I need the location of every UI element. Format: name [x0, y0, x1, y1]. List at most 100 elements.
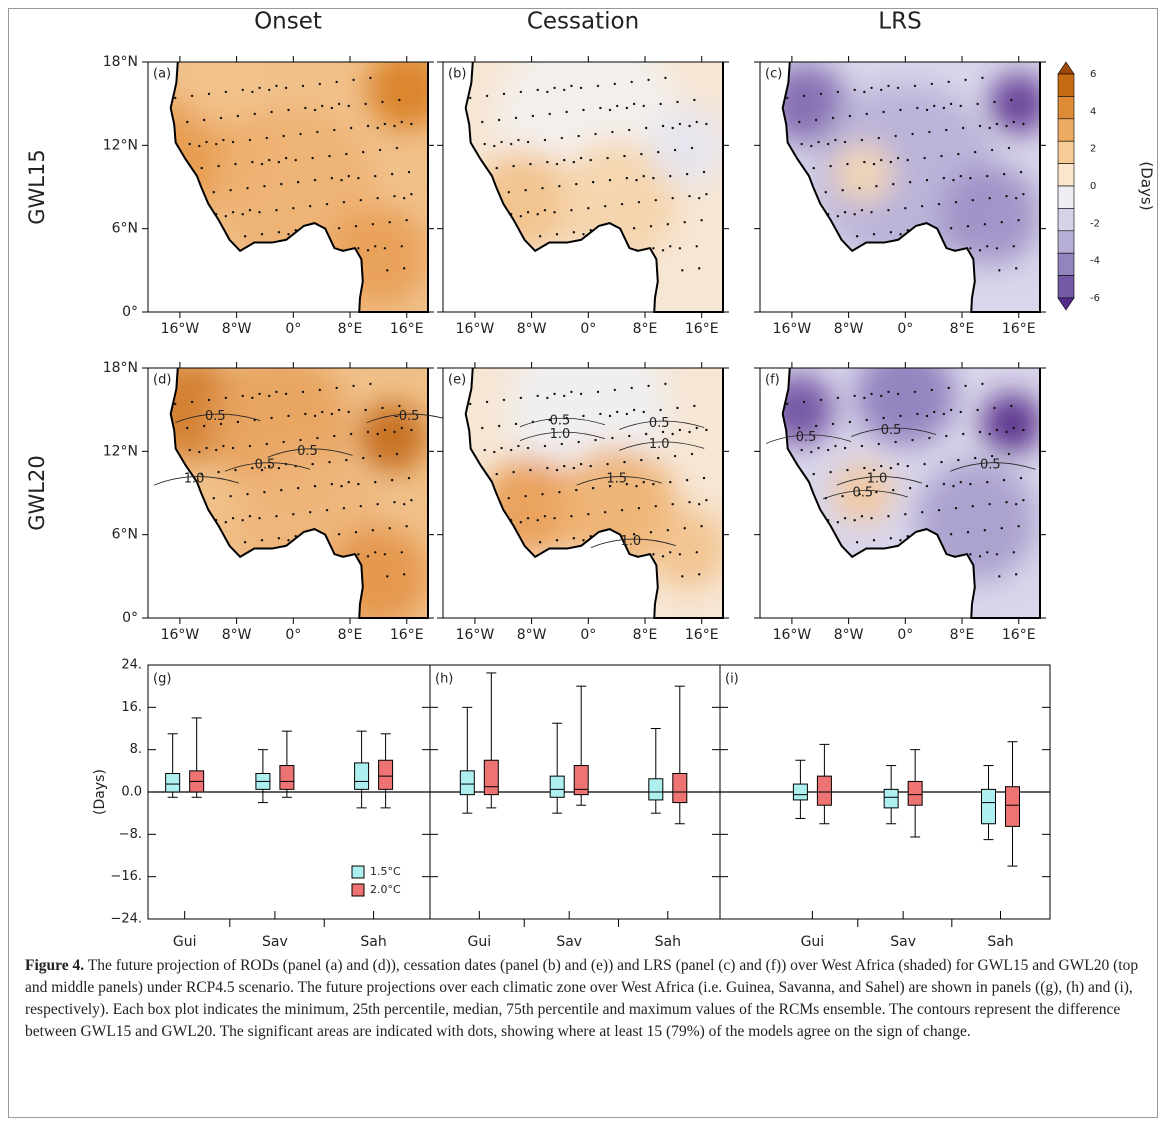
significance-dot: [357, 247, 360, 250]
significance-dot: [659, 102, 662, 106]
significance-dot: [560, 136, 564, 140]
y-axis-label: (Days): [92, 769, 108, 815]
significance-dot: [1012, 551, 1015, 554]
significance-dot: [374, 551, 377, 554]
significance-dot: [649, 225, 653, 228]
significance-dot: [212, 496, 215, 500]
significance-dot: [990, 148, 994, 152]
significance-dot: [678, 553, 682, 556]
significance-dot: [843, 211, 847, 214]
contour-line: [619, 441, 705, 451]
lon-tick-label: 8°E: [633, 627, 658, 643]
significance-dot: [802, 94, 806, 98]
lat-tick-label: 12°N: [103, 137, 138, 153]
lon-tick-label: 8°E: [633, 321, 658, 337]
legend-label: 2.0°C: [370, 883, 401, 896]
significance-dot: [695, 551, 698, 554]
significance-dot: [819, 92, 823, 96]
lat-tick-label: 18°N: [103, 54, 138, 70]
colorbar-cell: [1057, 275, 1075, 299]
significance-dot: [676, 100, 679, 104]
shading-blob: [916, 460, 1037, 581]
significance-dot: [620, 202, 624, 206]
significance-dot: [671, 432, 674, 436]
significance-dot: [889, 231, 893, 234]
significance-dot: [258, 517, 261, 520]
significance-dot: [945, 434, 948, 438]
significance-dot: [555, 162, 559, 166]
significance-dot: [836, 215, 840, 218]
significance-dot: [814, 118, 818, 122]
significance-dot: [599, 412, 602, 416]
y-tick-label: 24.: [121, 658, 142, 673]
significance-dot: [949, 227, 953, 230]
significance-dot: [829, 470, 832, 474]
significance-dot: [543, 444, 547, 448]
significance-dot: [824, 190, 827, 194]
significance-dot: [311, 156, 314, 160]
significance-dot: [843, 140, 847, 144]
significance-dot: [248, 138, 252, 142]
significance-dot: [887, 514, 890, 518]
significance-dot: [846, 162, 849, 166]
significance-dot: [599, 106, 602, 110]
significance-dot: [954, 200, 958, 204]
significance-dot: [630, 386, 633, 390]
significance-dot: [316, 436, 319, 440]
significance-dot: [611, 130, 614, 134]
significance-dot: [526, 446, 530, 450]
significance-dot: [512, 164, 515, 168]
significance-dot: [908, 180, 912, 184]
significance-dot: [693, 98, 696, 102]
significance-dot: [611, 436, 614, 440]
panel-label: (h): [435, 672, 453, 687]
significance-dot: [894, 440, 897, 444]
contour-line: [850, 427, 937, 437]
significance-dot: [810, 450, 813, 454]
significance-dot: [524, 188, 527, 192]
significance-dot: [908, 486, 912, 490]
significance-dot: [275, 514, 278, 518]
significance-dot: [913, 390, 917, 394]
significance-dot: [538, 541, 542, 544]
significance-dot: [483, 142, 486, 146]
contour-label: 1.0: [550, 427, 571, 442]
contour-line: [175, 413, 261, 423]
significance-dot: [299, 438, 302, 442]
significance-dot: [906, 464, 909, 468]
shading-blobs: [782, 368, 1040, 581]
significance-dot: [519, 90, 523, 94]
significance-dot: [1005, 500, 1008, 504]
contour-line: [619, 420, 705, 430]
significance-dot: [930, 82, 934, 86]
significance-dot: [526, 211, 530, 214]
significance-dot: [628, 434, 631, 438]
significance-dot: [613, 82, 617, 86]
significance-dot: [1010, 98, 1013, 102]
colorbar-cell: [1057, 118, 1075, 142]
significance-dot: [224, 396, 228, 400]
significance-dot: [608, 414, 612, 418]
significance-dot: [957, 152, 960, 156]
significance-dot: [657, 150, 660, 154]
significance-dot: [378, 148, 382, 152]
significance-dot: [393, 194, 396, 198]
colorbar-tick-label: -2: [1090, 218, 1100, 229]
contour-label: 0.5: [980, 458, 1001, 473]
significance-dot: [697, 267, 701, 270]
lon-tick-label: 16°E: [685, 321, 719, 337]
significance-dot: [292, 206, 295, 210]
significance-dot: [362, 150, 365, 154]
x-tick-label: Gui: [173, 934, 197, 950]
significance-dot: [952, 484, 955, 488]
significance-dot: [405, 219, 408, 222]
significance-dot: [357, 553, 360, 556]
significance-dot: [855, 541, 859, 544]
lon-tick-label: 8°W: [517, 321, 547, 337]
significance-dot: [877, 442, 881, 446]
significance-dot: [359, 198, 362, 202]
lon-tick-label: 8°W: [222, 627, 252, 643]
significance-dot: [642, 410, 645, 414]
significance-dot: [860, 208, 864, 212]
significance-dot: [231, 140, 235, 144]
